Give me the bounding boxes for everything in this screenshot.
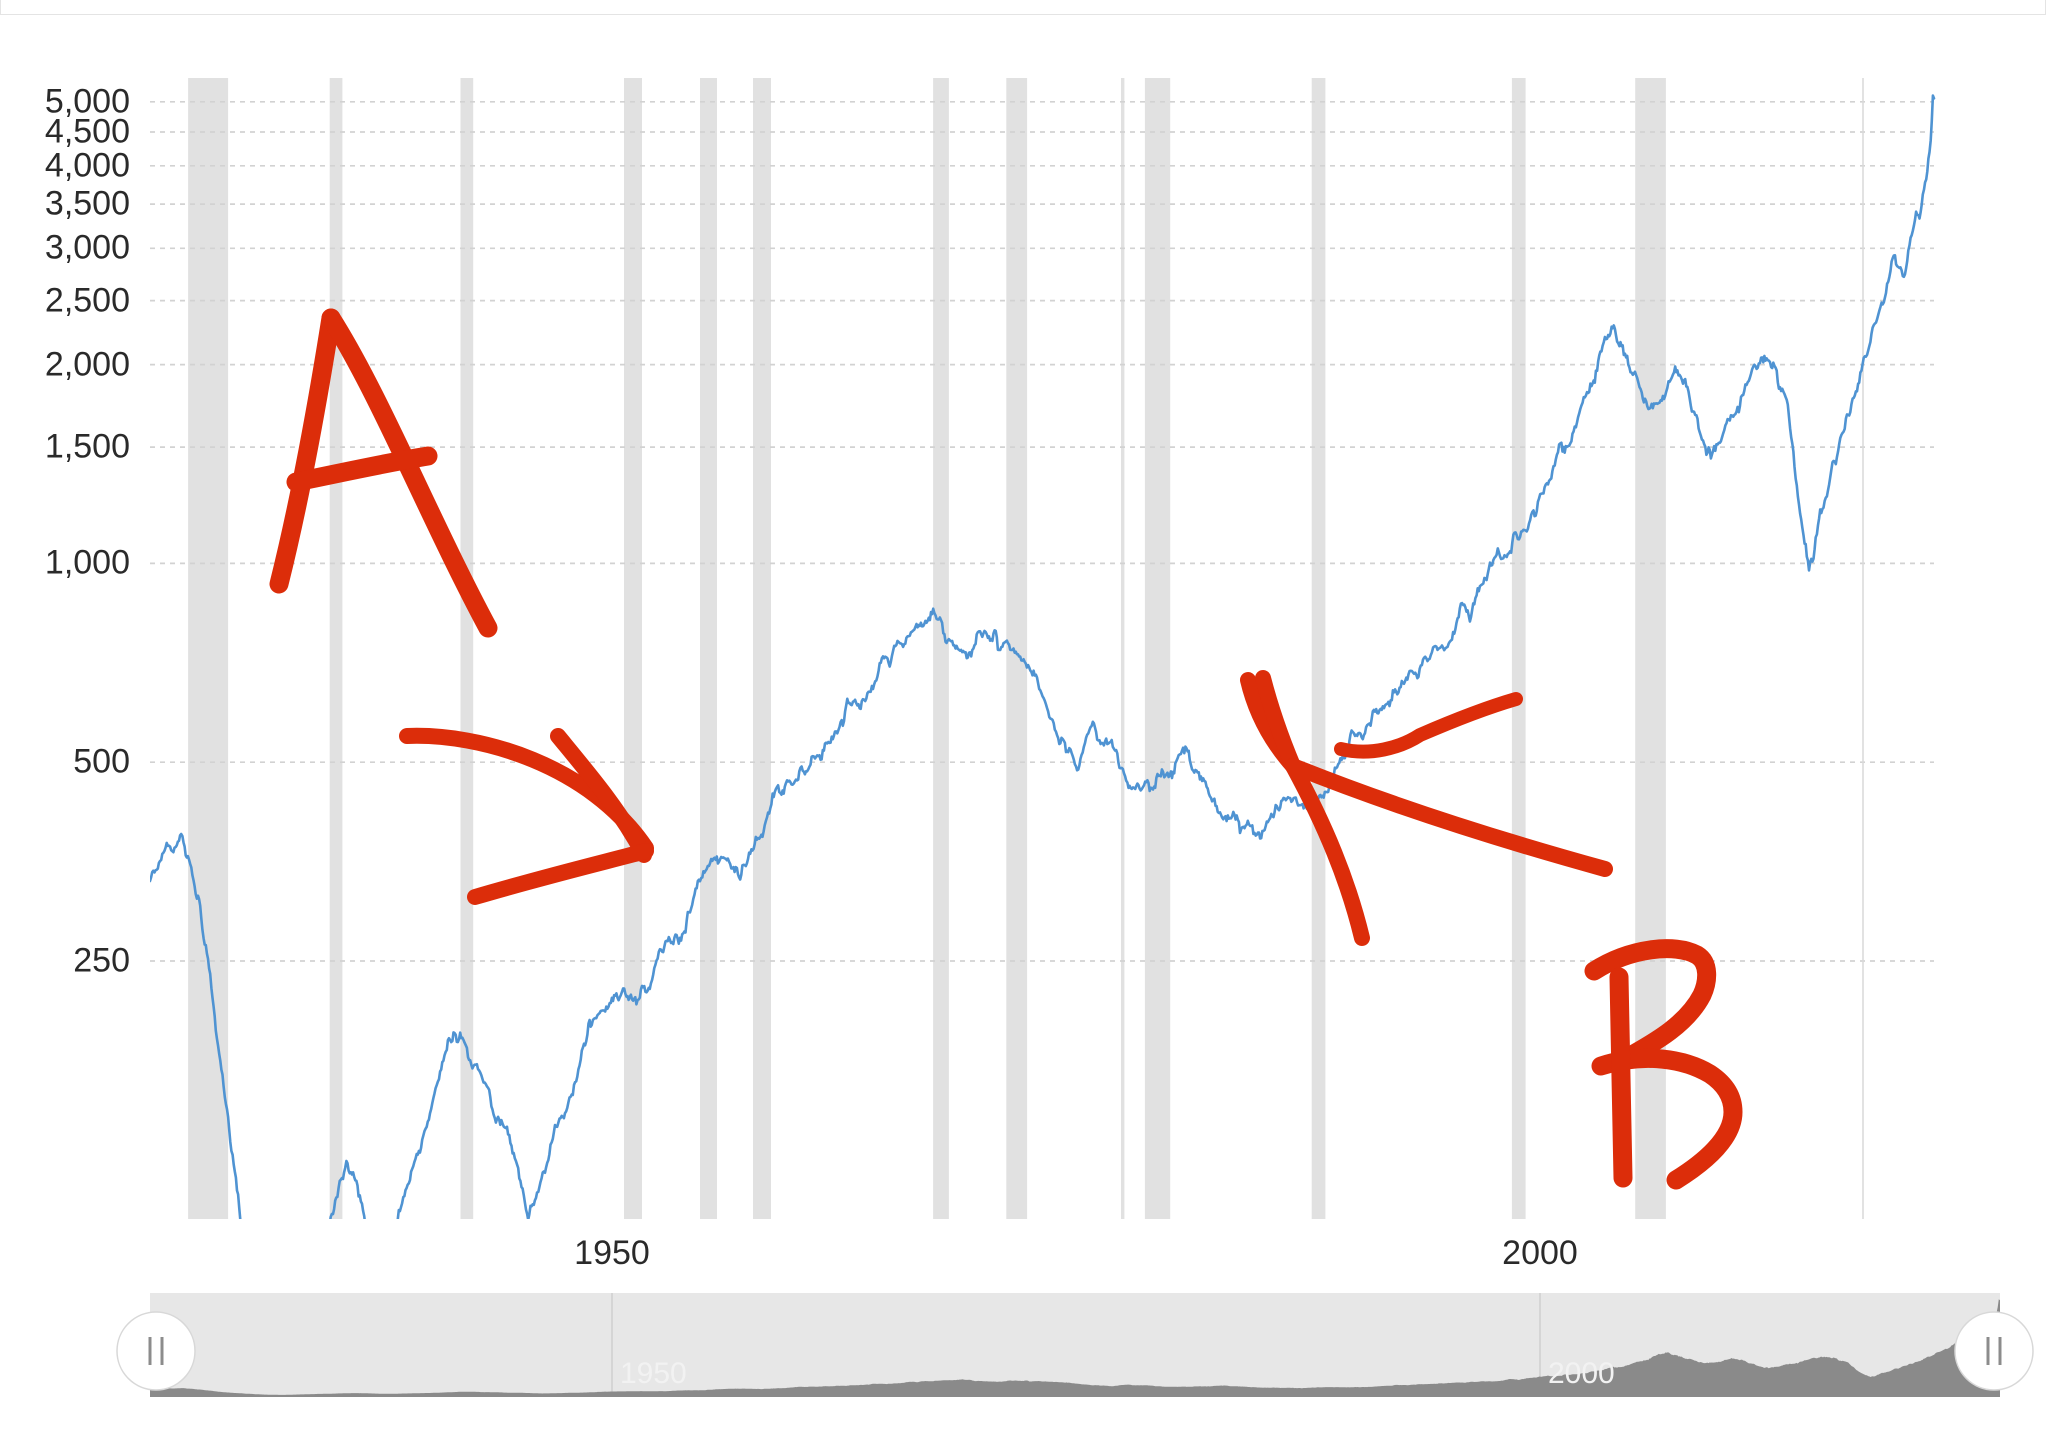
svg-text:1950: 1950 [620,1357,687,1390]
svg-text:2000: 2000 [1548,1357,1615,1390]
